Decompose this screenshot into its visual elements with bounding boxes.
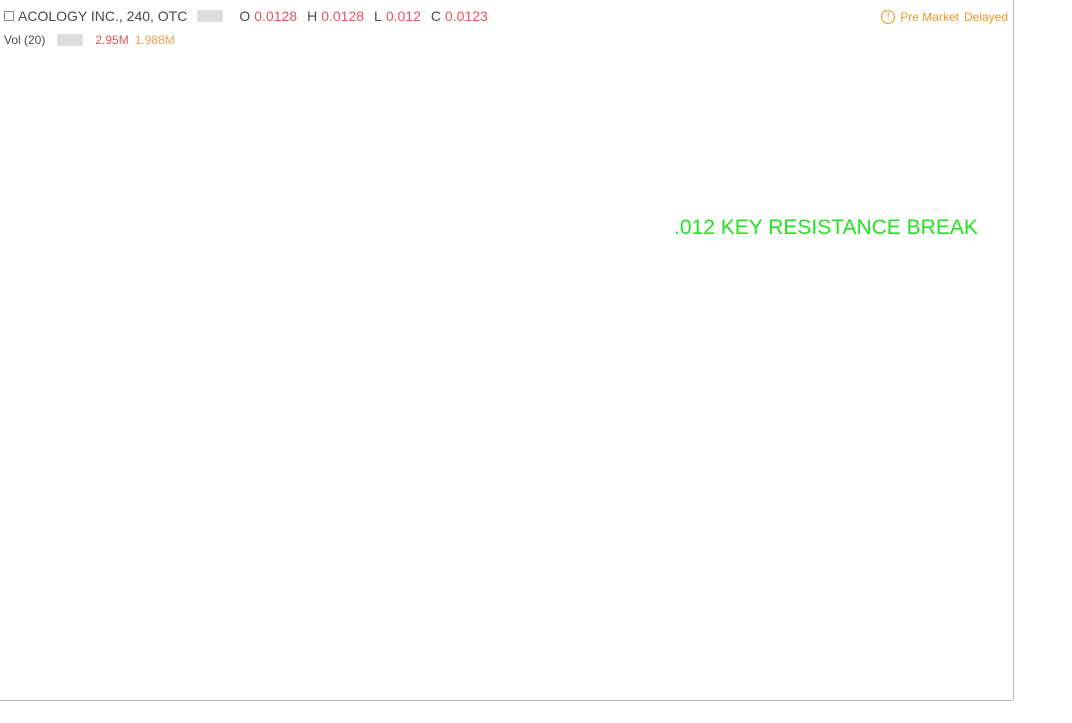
volume-title: Vol (20) [4,33,46,47]
ohlc-label: H [307,8,318,24]
axes: + [0,0,6,6]
header: ACOLOGY INC., 240, OTC O 0.0128 H 0.0128 L… [4,8,488,24]
ohlc-label: L [374,8,382,24]
volume-buttons[interactable] [57,34,84,46]
collapse-icon[interactable] [4,11,14,21]
ohlc-label: O [239,8,251,24]
ohlc-label: C [430,8,441,24]
symbol-title: ACOLOGY INC., 240, OTC [18,8,188,24]
ohlc-value: 0.0128 [254,8,298,24]
volume-readout: 1.988M [134,33,175,47]
status-icon: ! [881,10,896,24]
status-note: Delayed [963,10,1008,24]
volume-header: Vol (20) 2.95M 1.988M [4,33,175,47]
crosshair-plus: + [0,0,6,6]
header-buttons[interactable] [197,10,224,22]
market-status: ! Pre Market Delayed [881,10,1008,24]
status-text: Pre Market [900,10,959,24]
ohlc-value: 0.0128 [321,8,365,24]
volume-readout: 2.95M [95,33,129,47]
ohlc-value: 0.0123 [445,8,488,24]
annotation: .012 KEY RESISTANCE BREAK [674,216,978,239]
ohlc-value: 0.012 [385,8,421,24]
